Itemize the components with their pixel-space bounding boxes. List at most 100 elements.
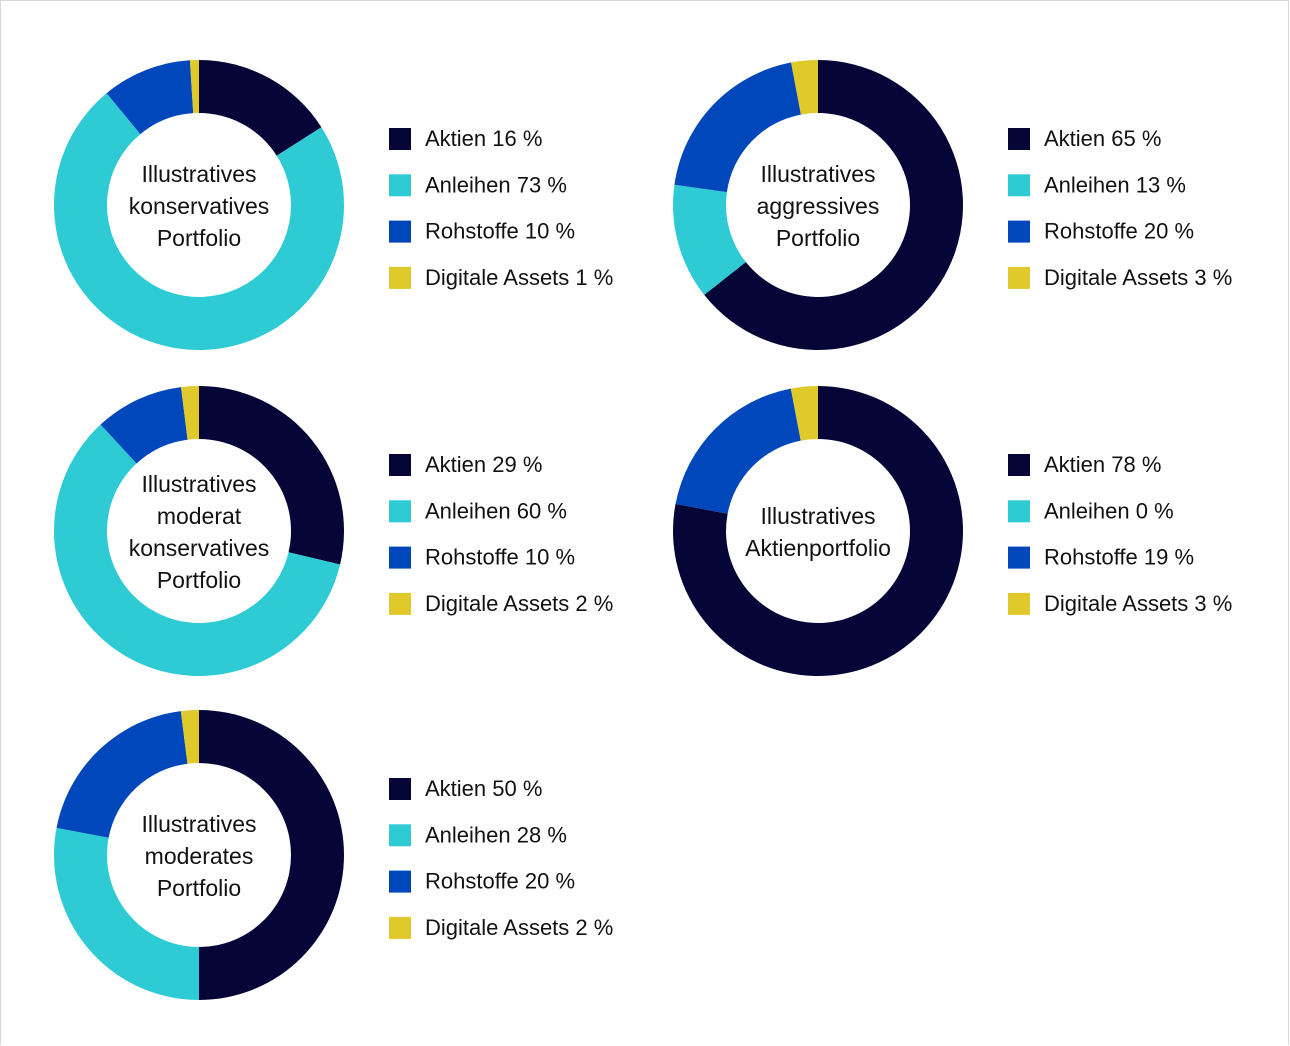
- legend-category: Rohstoffe: [425, 218, 519, 243]
- donut-title: Illustratives moderates Portfolio: [141, 811, 257, 901]
- legend-swatch: [389, 174, 411, 197]
- legend-swatch: [389, 128, 411, 150]
- legend-value: 50 %: [492, 776, 542, 801]
- donut-title: Illustratives konservatives Portfolio: [128, 161, 270, 251]
- donut-segment: [673, 386, 964, 676]
- legend-category: Anleihen: [425, 498, 511, 523]
- legend-category: Aktien: [425, 126, 486, 151]
- legend-label: Anleihen 28 %: [425, 822, 567, 847]
- donut-segment: [56, 711, 188, 838]
- legend-category: Rohstoffe: [425, 868, 519, 893]
- legend-swatch: [389, 870, 411, 893]
- legend-value: 2 %: [575, 591, 613, 616]
- donut-segment: [199, 710, 344, 1000]
- legend-label: Anleihen 13 %: [1044, 172, 1186, 197]
- legend-swatch: [389, 500, 411, 523]
- legend-swatch: [1008, 220, 1030, 243]
- legend-category: Anleihen: [1044, 172, 1130, 197]
- legend-category: Digitale Assets: [1044, 265, 1188, 290]
- legend-category: Anleihen: [425, 822, 511, 847]
- donut-segment: [54, 424, 341, 676]
- legend-category: Digitale Assets: [1044, 591, 1188, 616]
- legend-label: Aktien 78 %: [1044, 452, 1161, 477]
- donut-segment: [672, 184, 746, 295]
- legend-value: 10 %: [525, 544, 575, 569]
- legend-swatch: [1008, 546, 1030, 569]
- legend-label: Rohstoffe 10 %: [425, 544, 575, 569]
- legend-swatch: [389, 546, 411, 569]
- donut-segment: [181, 386, 199, 440]
- legend-value: 78 %: [1111, 452, 1161, 477]
- legend-swatch: [389, 266, 411, 289]
- legend-category: Aktien: [1044, 452, 1105, 477]
- legend-category: Digitale Assets: [425, 591, 569, 616]
- legend-value: 20 %: [525, 868, 575, 893]
- donut-segment: [53, 93, 344, 351]
- legend-value: 1 %: [575, 265, 613, 290]
- legend-value: 16 %: [492, 126, 542, 151]
- donut-title: Illustratives Aktienportfolio: [745, 503, 891, 561]
- legend-label: Anleihen 60 %: [425, 498, 567, 523]
- legend-value: 29 %: [492, 452, 542, 477]
- legend-label: Aktien 29 %: [425, 452, 542, 477]
- legend-value: 0 %: [1136, 498, 1174, 523]
- legend-value: 20 %: [1144, 218, 1194, 243]
- legend-swatch: [389, 592, 411, 615]
- legend-value: 13 %: [1136, 172, 1186, 197]
- legend-value: 65 %: [1111, 126, 1161, 151]
- donut-segment: [54, 827, 199, 1000]
- legend-swatch: [389, 220, 411, 243]
- legend-swatch: [1008, 592, 1030, 615]
- legend-category: Aktien: [1044, 126, 1105, 151]
- legend-label: Rohstoffe 19 %: [1044, 544, 1194, 569]
- legend-category: Digitale Assets: [425, 915, 569, 940]
- donut-segment: [674, 62, 801, 193]
- legend-value: 3 %: [1194, 265, 1232, 290]
- legend-swatch: [1008, 128, 1030, 150]
- legend-swatch: [1008, 266, 1030, 289]
- legend-swatch: [389, 454, 411, 476]
- donut-segment: [106, 60, 194, 135]
- legend-swatch: [1008, 174, 1030, 197]
- legend-value: 3 %: [1194, 591, 1232, 616]
- legend-value: 28 %: [517, 822, 567, 847]
- legend-swatch: [389, 916, 411, 939]
- donut-segment: [199, 60, 322, 156]
- donut-segment: [100, 387, 188, 464]
- legend-label: Digitale Assets 3 %: [1044, 265, 1232, 290]
- legend-value: 2 %: [575, 915, 613, 940]
- legend-category: Rohstoffe: [1044, 218, 1138, 243]
- donut-title: Illustratives aggressives Portfolio: [756, 161, 880, 251]
- legend-swatch: [1008, 454, 1030, 476]
- legend-label: Digitale Assets 3 %: [1044, 591, 1232, 616]
- legend-value: 73 %: [517, 172, 567, 197]
- legend-category: Digitale Assets: [425, 265, 569, 290]
- legend-category: Anleihen: [1044, 498, 1130, 523]
- donut-segment: [675, 388, 801, 514]
- legend-swatch: [1008, 500, 1030, 523]
- legend-label: Anleihen 73 %: [425, 172, 567, 197]
- legend-swatch: [389, 778, 411, 800]
- legend-label: Rohstoffe 10 %: [425, 218, 575, 243]
- legend-label: Digitale Assets 2 %: [425, 591, 613, 616]
- legend-label: Digitale Assets 1 %: [425, 265, 613, 290]
- legend-category: Rohstoffe: [1044, 544, 1138, 569]
- legend-label: Rohstoffe 20 %: [1044, 218, 1194, 243]
- legend-label: Digitale Assets 2 %: [425, 915, 613, 940]
- legend-category: Aktien: [425, 776, 486, 801]
- legend-value: 60 %: [517, 498, 567, 523]
- donut-segment: [790, 386, 818, 441]
- donut-title: Illustratives moderat konservatives Port…: [128, 471, 270, 593]
- donut-segment: [791, 60, 818, 115]
- legend-label: Aktien 16 %: [425, 126, 542, 151]
- legend-value: 10 %: [525, 218, 575, 243]
- legend-value: 19 %: [1144, 544, 1194, 569]
- legend-category: Rohstoffe: [425, 544, 519, 569]
- legend-swatch: [389, 824, 411, 847]
- donut-segment: [704, 60, 963, 350]
- legend-label: Anleihen 0 %: [1044, 498, 1174, 523]
- legend-label: Aktien 65 %: [1044, 126, 1161, 151]
- donut-segment: [189, 60, 199, 114]
